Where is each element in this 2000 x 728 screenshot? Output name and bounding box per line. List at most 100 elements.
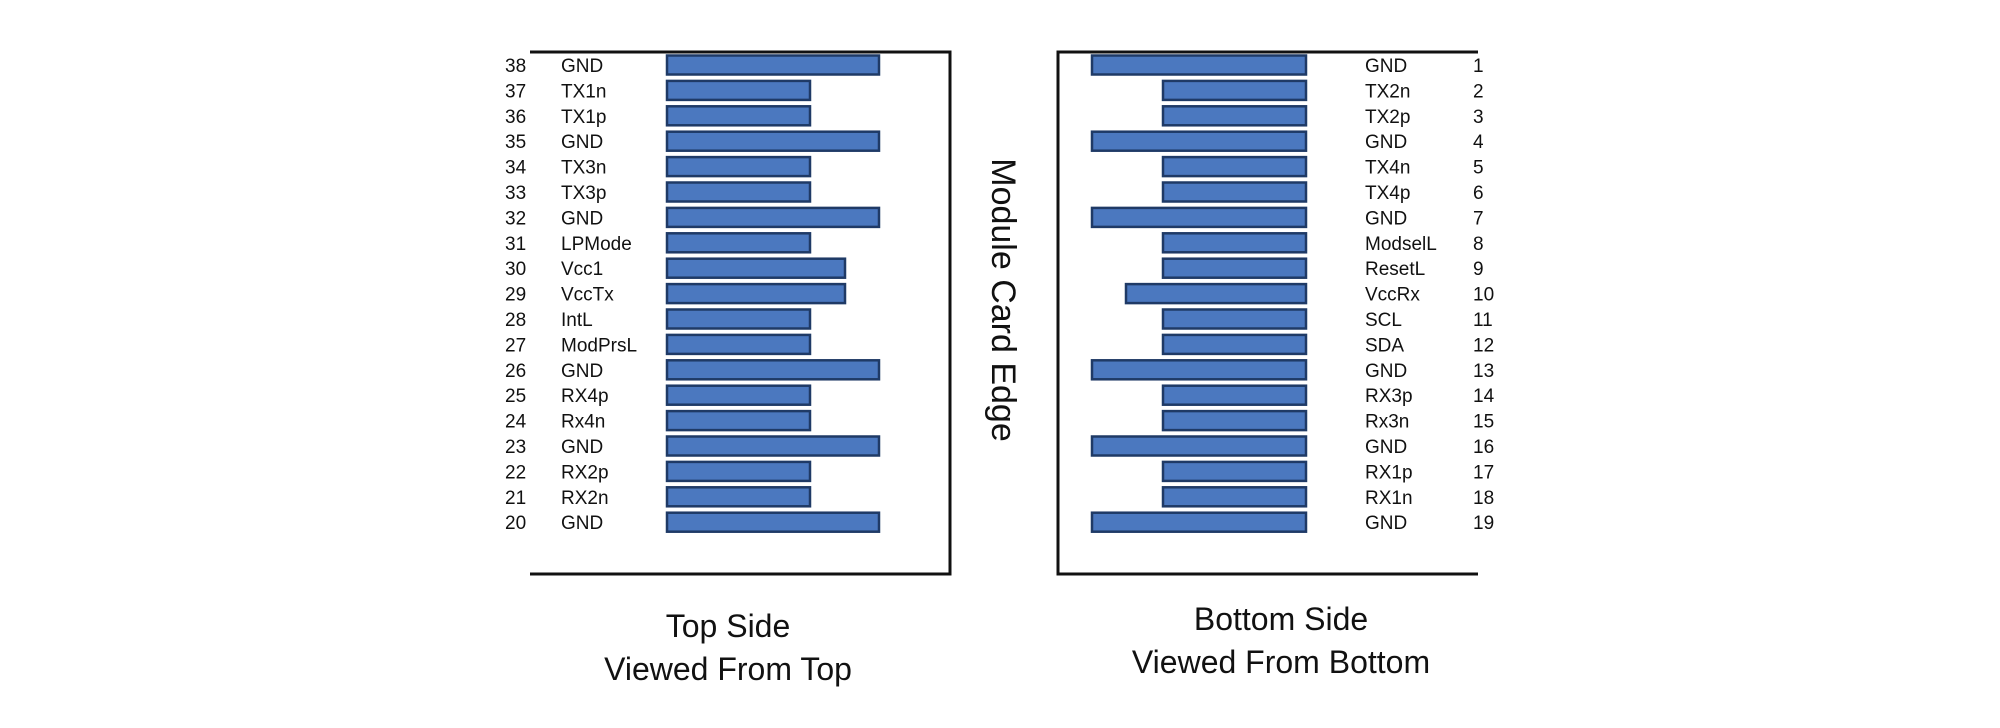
bottom-pin-5: TX4n 5 <box>1161 155 1484 179</box>
pin-pad <box>1090 511 1308 533</box>
pin-pad <box>665 333 812 356</box>
pin-number: 26 <box>505 361 526 382</box>
pin-name: ResetL <box>1365 259 1425 280</box>
pin-pad <box>665 486 812 508</box>
pin-number: 12 <box>1473 335 1494 356</box>
pin-pad <box>665 359 881 381</box>
pin-number: 4 <box>1473 132 1484 153</box>
pin-pad <box>665 282 847 305</box>
pin-number: 19 <box>1473 513 1494 534</box>
pin-number: 35 <box>505 132 526 153</box>
top-pin-35: 35 GND <box>505 130 881 153</box>
pin-name: RX3p <box>1365 386 1413 407</box>
top-pin-24: 24 Rx4n <box>505 409 812 433</box>
bottom-side-caption-line1: Bottom Side <box>1194 601 1368 637</box>
bottom-pin-17: RX1p 17 <box>1161 460 1494 483</box>
pin-name: TX1n <box>561 81 606 102</box>
pin-number: 32 <box>505 208 526 229</box>
pin-number: 10 <box>1473 285 1494 306</box>
bottom-pin-15: Rx3n 15 <box>1161 409 1494 433</box>
pin-number: 16 <box>1473 437 1494 458</box>
pin-name: Rx3n <box>1365 412 1409 433</box>
bottom-pin-18: RX1n 18 <box>1161 486 1494 509</box>
pin-name: VccTx <box>561 285 614 306</box>
pin-pad <box>665 206 881 229</box>
pin-pad <box>665 257 847 279</box>
pin-name: TX4n <box>1365 158 1410 179</box>
pin-name: IntL <box>561 310 593 331</box>
pin-name: GND <box>1365 132 1407 153</box>
pin-number: 38 <box>505 56 526 77</box>
pin-number: 7 <box>1473 208 1484 229</box>
bottom-pin-12: SDA 12 <box>1161 333 1494 356</box>
top-pin-28: 28 IntL <box>505 308 812 331</box>
pin-number: 23 <box>505 437 526 458</box>
pin-name: RX2p <box>561 462 609 483</box>
top-pin-25: 25 RX4p <box>505 384 812 407</box>
pin-pad <box>1090 54 1308 76</box>
bottom-pin-13: GND 13 <box>1090 359 1494 382</box>
pin-pad <box>1161 257 1308 279</box>
pin-name: TX2n <box>1365 81 1410 102</box>
pin-name: SCL <box>1365 310 1402 331</box>
pin-pad <box>1161 232 1308 254</box>
pin-name: RX2n <box>561 488 609 509</box>
pin-number: 30 <box>505 259 526 280</box>
pin-number: 21 <box>505 488 526 509</box>
top-pin-32: 32 GND <box>505 206 881 229</box>
top-side-outline <box>530 50 952 576</box>
bottom-pin-1: GND 1 <box>1090 54 1484 77</box>
pin-number: 28 <box>505 310 526 331</box>
top-side-caption-line1: Top Side <box>666 608 791 644</box>
top-pin-34: 34 TX3n <box>505 155 812 179</box>
pin-number: 37 <box>505 81 526 102</box>
pin-name: TX2p <box>1365 107 1410 128</box>
top-pin-36: 36 TX1p <box>505 105 812 128</box>
pin-number: 13 <box>1473 361 1494 382</box>
pin-number: 31 <box>505 234 526 255</box>
top-pin-23: 23 GND <box>505 435 881 458</box>
pin-pad <box>665 308 812 330</box>
pin-pad <box>665 460 812 483</box>
pin-number: 8 <box>1473 234 1484 255</box>
pin-pad <box>665 511 881 533</box>
pin-pad <box>1161 155 1308 178</box>
pin-number: 29 <box>505 285 526 306</box>
top-side-frame <box>530 50 952 576</box>
pin-name: ModselL <box>1365 234 1437 255</box>
pin-name: ModPrsL <box>561 335 637 356</box>
module-card-edge-label: Module Card Edge <box>984 158 1022 442</box>
top-pin-38: 38 GND <box>505 54 881 77</box>
pin-number: 24 <box>505 412 527 433</box>
bottom-pin-4: GND 4 <box>1090 130 1484 153</box>
pin-name: GND <box>1365 56 1407 77</box>
pin-name: GND <box>1365 208 1407 229</box>
pin-pad <box>1090 359 1308 381</box>
pin-name: GND <box>561 132 603 153</box>
bottom-side-frame <box>1056 50 1478 576</box>
pin-name: GND <box>1365 437 1407 458</box>
pin-name: Rx4n <box>561 412 605 433</box>
pin-number: 6 <box>1473 183 1484 204</box>
top-pin-26: 26 GND <box>505 359 881 382</box>
top-side-caption-line2: Viewed From Top <box>604 651 852 687</box>
pin-pad <box>665 54 881 76</box>
bottom-side-pins: GND 1 TX2n 2 TX2p 3 GND 4 TX4n 5 TX4p 6 GND 7 ModselL 8… <box>1090 54 1495 534</box>
pin-name: RX1n <box>1365 488 1413 509</box>
pin-name: TX4p <box>1365 183 1410 204</box>
pin-number: 36 <box>505 107 526 128</box>
bottom-pin-7: GND 7 <box>1090 206 1484 229</box>
pin-name: TX1p <box>561 107 606 128</box>
bottom-side-caption-line2: Viewed From Bottom <box>1132 644 1430 680</box>
pin-pad <box>1161 181 1308 203</box>
pin-name: SDA <box>1365 335 1404 356</box>
top-pin-30: 30 Vcc1 <box>505 257 847 280</box>
pin-name: VccRx <box>1365 285 1420 306</box>
pin-name: GND <box>1365 513 1407 534</box>
pin-pad <box>1161 409 1308 432</box>
pin-name: TX3p <box>561 183 606 204</box>
pin-pad <box>665 105 812 127</box>
pin-number: 34 <box>505 158 527 179</box>
pin-number: 1 <box>1473 56 1484 77</box>
